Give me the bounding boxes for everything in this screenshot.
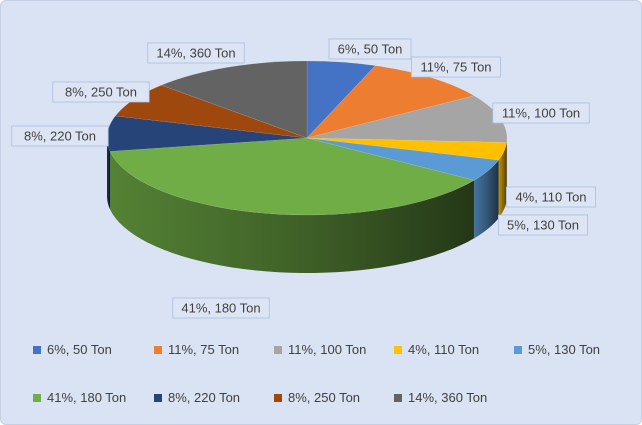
pie-slice-4 xyxy=(306,137,508,161)
data-label-3: 11%, 100 Ton xyxy=(492,102,590,124)
svg-text:14%, 360 Ton: 14%, 360 Ton xyxy=(156,46,235,61)
data-label-5: 5%, 130 Ton xyxy=(497,214,588,236)
svg-text:8%, 250 Ton: 8%, 250 Ton xyxy=(65,85,137,100)
data-label-2: 11%, 75 Ton xyxy=(410,56,501,78)
svg-text:6%, 50 Ton: 6%, 50 Ton xyxy=(338,42,403,57)
pie-side-6 xyxy=(110,151,475,273)
data-label-4: 4%, 110 Ton xyxy=(505,186,596,208)
svg-text:41%, 180 Ton: 41%, 180 Ton xyxy=(181,301,260,316)
svg-text:8%, 220 Ton: 8%, 220 Ton xyxy=(24,129,96,144)
data-label-7: 8%, 220 Ton xyxy=(11,125,109,147)
svg-text:11%, 75 Ton: 11%, 75 Ton xyxy=(420,60,491,75)
svg-text:5%, 130 Ton: 5%, 130 Ton xyxy=(507,218,579,233)
svg-text:11%, 100 Ton: 11%, 100 Ton xyxy=(502,106,580,121)
pie-slice-5 xyxy=(306,137,500,181)
pie-slice-2 xyxy=(306,65,475,139)
pie-side-7 xyxy=(107,138,111,210)
pie-slice-1 xyxy=(306,60,377,139)
pie-side-5 xyxy=(474,160,499,239)
data-label-6: 41%, 180 Ton xyxy=(172,297,270,319)
pie-slice-6 xyxy=(109,137,475,216)
pie-slice-9 xyxy=(160,60,308,139)
data-label-9: 14%, 360 Ton xyxy=(147,42,245,64)
data-label-8: 8%, 250 Ton xyxy=(52,81,150,103)
pie-side-4 xyxy=(498,142,507,219)
data-label-1: 6%, 50 Ton xyxy=(328,38,412,60)
svg-text:4%, 110 Ton: 4%, 110 Ton xyxy=(515,190,586,205)
